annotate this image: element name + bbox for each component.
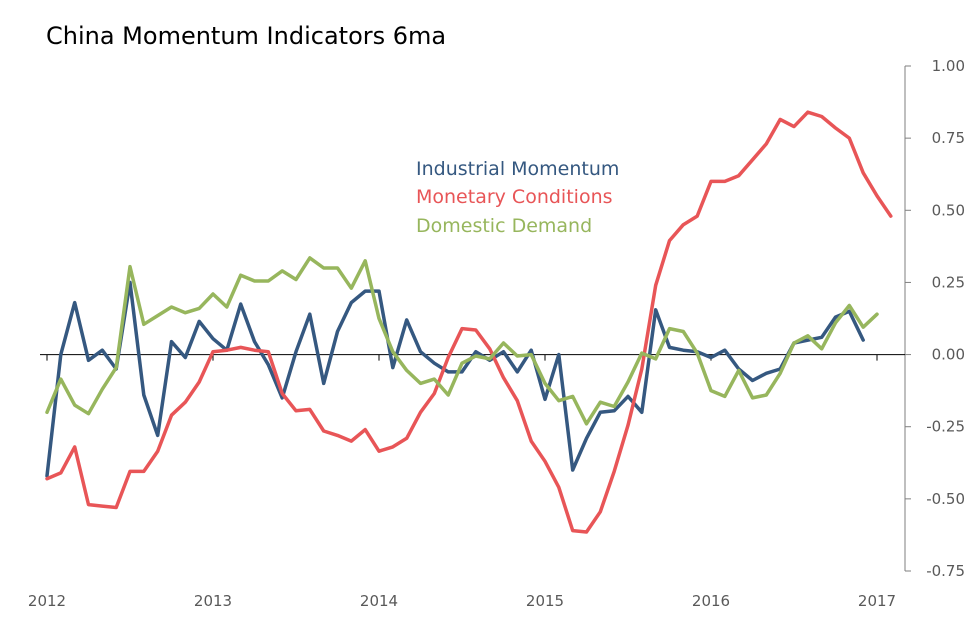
axes-layer: 1.00 0.75 0.50 0.25 0.00 -0.25 -0.50 -0.75 2012 2… xyxy=(28,57,965,610)
y-tick-label: 0.25 xyxy=(932,273,965,291)
y-tick-label: 0.50 xyxy=(932,201,965,219)
y-tick-label: 0.00 xyxy=(932,346,965,364)
x-tick-label: 2012 xyxy=(28,592,66,610)
x-tick-label: 2015 xyxy=(526,592,564,610)
y-tick-label: 1.00 xyxy=(932,57,965,75)
x-tick-label: 2013 xyxy=(194,592,232,610)
y-tick-label: -0.25 xyxy=(926,418,965,436)
x-tick-label: 2016 xyxy=(692,592,730,610)
series-layer xyxy=(45,110,893,534)
legend-item-domestic-demand: Domestic Demand xyxy=(416,215,593,237)
series-line-industrial-momentum xyxy=(45,280,865,478)
y-tick-label: -0.50 xyxy=(926,490,965,508)
x-tick-label: 2014 xyxy=(360,592,398,610)
chart-title: China Momentum Indicators 6ma xyxy=(46,22,447,50)
y-tick-label: -0.75 xyxy=(926,562,965,580)
legend-item-monetary-conditions: Monetary Conditions xyxy=(416,186,613,208)
series-line-monetary-conditions xyxy=(45,110,893,534)
y-tick-label: 0.75 xyxy=(932,129,965,147)
legend-item-industrial-momentum: Industrial Momentum xyxy=(416,158,620,180)
series-line-domestic-demand xyxy=(45,256,879,426)
x-tick-label: 2017 xyxy=(858,592,896,610)
